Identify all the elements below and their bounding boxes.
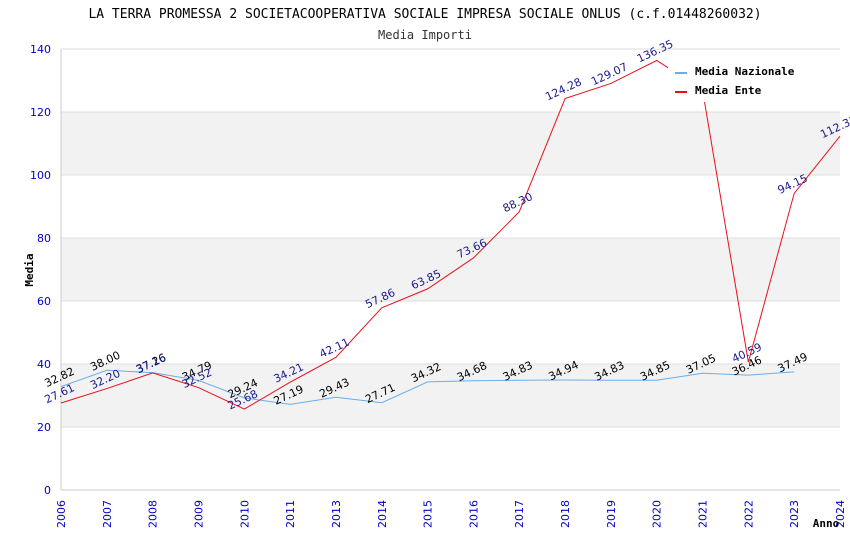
x-tick-label: 2019 xyxy=(605,500,618,528)
x-tick-label: 2016 xyxy=(467,500,480,528)
series-line-media-ente xyxy=(60,59,841,410)
x-tick-label: 2015 xyxy=(422,500,435,528)
x-tick-label: 2021 xyxy=(697,500,710,528)
x-tick-label: 2017 xyxy=(513,500,526,528)
y-tick-label: 140 xyxy=(30,43,51,56)
y-tick-label: 80 xyxy=(37,232,51,245)
y-tick-label: 120 xyxy=(30,106,51,119)
x-tick-label: 2018 xyxy=(559,500,572,528)
x-tick-label: 2008 xyxy=(147,500,160,528)
chart-subtitle: Media Importi xyxy=(378,28,472,42)
gridlines xyxy=(61,48,840,428)
x-tick-label: 2020 xyxy=(651,500,664,528)
y-axis-label: Media xyxy=(23,253,36,286)
data-label: 124.28 xyxy=(543,75,583,103)
y-tick-label: 0 xyxy=(44,484,51,497)
legend-box xyxy=(668,60,808,102)
series-lines xyxy=(60,59,841,410)
y-axis-ticks: 0 20 40 60 80 100 120 140 xyxy=(30,43,51,497)
x-axis-ticks: 2006 2007 2008 2009 2010 2011 2013 2014 2015 2016… xyxy=(55,500,847,528)
x-tick-label: 2007 xyxy=(101,500,114,528)
x-tick-label: 2022 xyxy=(742,500,755,528)
x-tick-label: 2014 xyxy=(376,500,389,528)
y-tick-label: 60 xyxy=(37,295,51,308)
legend: Media Nazionale Media Ente xyxy=(668,60,808,102)
x-tick-label: 2010 xyxy=(238,500,251,528)
band-60 xyxy=(61,238,840,301)
x-tick-label: 2024 xyxy=(834,500,847,528)
x-tick-label: 2011 xyxy=(284,500,297,528)
y-tick-label: 20 xyxy=(37,421,51,434)
series-line-media-nazionale xyxy=(60,369,795,405)
x-tick-label: 2006 xyxy=(55,500,68,528)
y-tick-label: 40 xyxy=(37,358,51,371)
chart-title: LA TERRA PROMESSA 2 SOCIETACOOPERATIVA S… xyxy=(88,7,761,22)
x-tick-label: 2023 xyxy=(788,500,801,528)
band-20 xyxy=(61,364,840,427)
data-label: 42.11 xyxy=(317,336,351,361)
legend-entry: Media Nazionale xyxy=(695,65,795,78)
x-axis-label: Anno xyxy=(813,517,840,530)
band-100 xyxy=(61,112,840,175)
x-tick-label: 2009 xyxy=(192,500,205,528)
data-label: 88.30 xyxy=(501,190,535,215)
y-tick-label: 100 xyxy=(30,169,51,182)
background-bands xyxy=(61,112,840,427)
x-tick-label: 2013 xyxy=(330,500,343,528)
legend-entry: Media Ente xyxy=(695,84,762,97)
